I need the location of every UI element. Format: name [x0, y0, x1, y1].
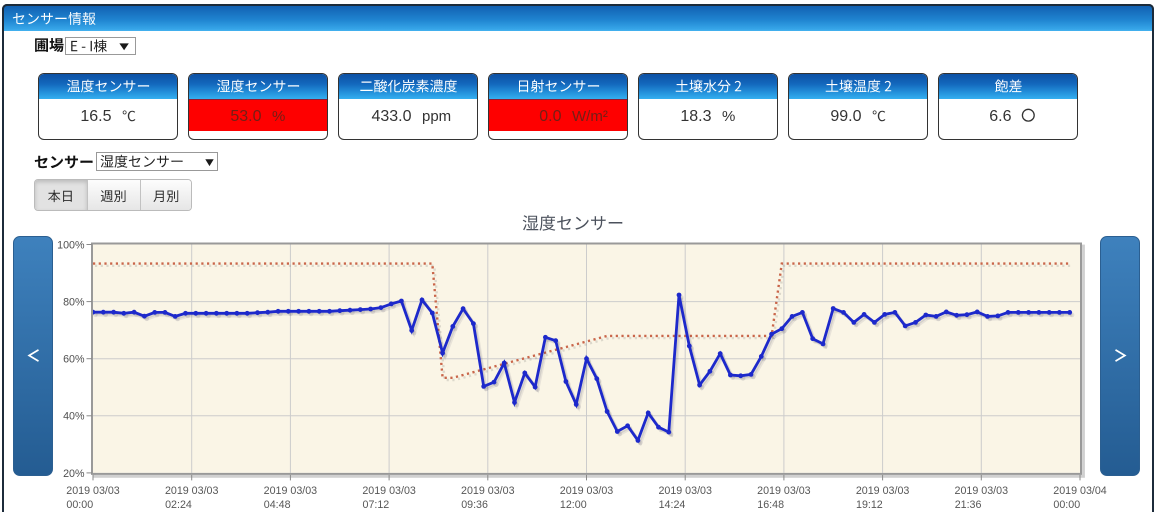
svg-text:07:12: 07:12	[363, 499, 390, 511]
svg-text:2019 03/03: 2019 03/03	[264, 485, 318, 497]
svg-text:2019 03/03: 2019 03/03	[461, 485, 515, 497]
svg-text:53.0: 53.0	[230, 108, 261, 125]
svg-text:12:00: 12:00	[560, 499, 587, 511]
svg-text:%: %	[272, 108, 285, 125]
svg-text:6.6: 6.6	[989, 108, 1011, 125]
svg-text:60%: 60%	[63, 354, 85, 366]
svg-text:16:48: 16:48	[757, 499, 784, 511]
svg-text:19:12: 19:12	[856, 499, 883, 511]
svg-text:18.3: 18.3	[680, 108, 711, 125]
svg-text:2019 03/03: 2019 03/03	[955, 485, 1009, 497]
svg-text:99.0: 99.0	[830, 108, 861, 125]
svg-text:40%: 40%	[63, 411, 85, 423]
svg-text:16.5: 16.5	[80, 108, 111, 125]
svg-text:20%: 20%	[63, 468, 85, 480]
svg-text:14:24: 14:24	[659, 499, 686, 511]
svg-text:04:48: 04:48	[264, 499, 291, 511]
svg-text:00:00: 00:00	[1053, 499, 1080, 511]
svg-text:100%: 100%	[57, 239, 85, 251]
svg-text:2019 03/03: 2019 03/03	[560, 485, 614, 497]
svg-text:0.0: 0.0	[539, 108, 561, 125]
svg-text:2019 03/03: 2019 03/03	[362, 485, 416, 497]
svg-text:433.0: 433.0	[371, 108, 411, 125]
svg-text:2019 03/03: 2019 03/03	[856, 485, 910, 497]
svg-text:%: %	[722, 108, 735, 125]
svg-text:02:24: 02:24	[165, 499, 192, 511]
svg-text:2019 03/03: 2019 03/03	[658, 485, 712, 497]
svg-text:80%: 80%	[63, 297, 85, 309]
svg-text:2019 03/04: 2019 03/04	[1053, 485, 1107, 497]
svg-text:2019 03/03: 2019 03/03	[757, 485, 811, 497]
svg-text:09:36: 09:36	[461, 499, 488, 511]
svg-text:00:00: 00:00	[66, 499, 93, 511]
svg-text:21:36: 21:36	[955, 499, 982, 511]
svg-text:2019 03/03: 2019 03/03	[165, 485, 219, 497]
svg-text:W/m²: W/m²	[572, 108, 608, 125]
svg-text:2019 03/03: 2019 03/03	[66, 485, 120, 497]
svg-text:ppm: ppm	[422, 108, 451, 125]
